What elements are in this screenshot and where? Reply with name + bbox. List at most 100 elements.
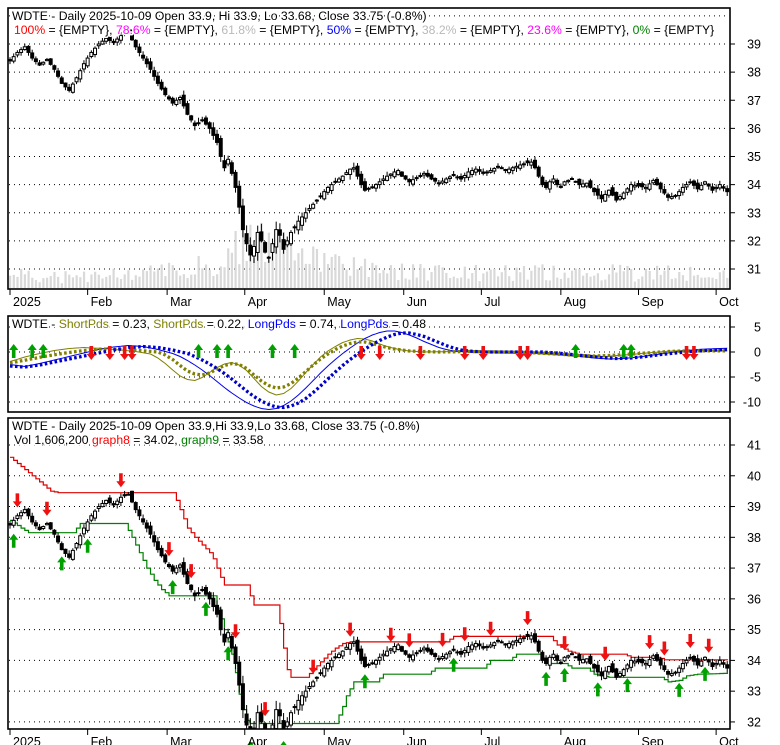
- up-signal-arrow: [168, 580, 178, 595]
- candle-body: [33, 522, 38, 527]
- candle-body: [662, 189, 667, 194]
- candle-body: [544, 181, 549, 188]
- candle-body: [595, 664, 600, 673]
- candle-body: [311, 681, 316, 687]
- volume-bar: [426, 280, 429, 288]
- candle-body: [477, 643, 482, 647]
- candle-body: [248, 244, 253, 256]
- candle-body: [52, 529, 57, 535]
- volume-bar: [197, 255, 200, 288]
- volume-bar: [411, 264, 415, 288]
- candle-body: [104, 37, 109, 42]
- candle-body: [122, 494, 127, 497]
- candle-body: [30, 515, 35, 523]
- volume-bar: [253, 258, 256, 288]
- candle-body: [473, 168, 478, 173]
- candle-body: [325, 662, 330, 670]
- candle-body: [521, 163, 526, 166]
- candle-body: [410, 654, 415, 661]
- down-signal-arrow: [164, 542, 174, 557]
- candle-body: [577, 178, 582, 186]
- candle-body: [89, 51, 94, 58]
- candle-body: [496, 165, 501, 168]
- oscillator-panel-plot-area[interactable]: [8, 316, 730, 412]
- volume-bar: [622, 271, 625, 288]
- volume-bar: [356, 269, 359, 288]
- candle-body: [337, 178, 342, 183]
- candle-body: [688, 656, 693, 659]
- up-signal-arrow: [559, 667, 570, 682]
- y-axis-label: 35: [747, 150, 761, 164]
- candle-body: [640, 183, 645, 188]
- candle-body: [562, 181, 567, 186]
- candle-body: [122, 32, 127, 35]
- candle-body: [392, 171, 397, 178]
- candle-body: [529, 161, 534, 166]
- volume-bar: [386, 273, 389, 288]
- down-signal-arrow: [116, 473, 126, 488]
- candle-body: [215, 604, 220, 615]
- volume-bar: [471, 273, 474, 288]
- candle-body: [362, 656, 367, 668]
- down-signal-arrow: [704, 638, 714, 653]
- candle-body: [603, 193, 608, 202]
- candle-body: [63, 548, 68, 554]
- price-panel-plot-area[interactable]: [8, 8, 730, 289]
- candle-body: [37, 526, 42, 531]
- volume-bar: [119, 279, 123, 288]
- candle-body: [26, 508, 31, 517]
- candle-body: [300, 216, 305, 226]
- candle-body: [303, 690, 308, 698]
- candle-body: [70, 549, 75, 560]
- candlestick-series: [8, 29, 730, 263]
- candle-body: [462, 174, 467, 179]
- candle-body: [496, 639, 501, 642]
- candle-body: [684, 659, 689, 664]
- volume-bar: [82, 271, 86, 288]
- volume-bar: [434, 265, 437, 288]
- candle-body: [22, 509, 27, 514]
- volume-bar: [533, 265, 537, 288]
- volume-bar: [212, 275, 215, 288]
- up-signal-arrow: [449, 657, 459, 672]
- y-axis-label: 38: [747, 531, 761, 545]
- candle-body: [311, 203, 316, 209]
- candle-body: [688, 181, 693, 184]
- candle-body: [569, 653, 574, 656]
- candle-body: [155, 541, 160, 551]
- candle-body: [115, 500, 120, 505]
- candle-body: [510, 641, 515, 646]
- volume-bar: [271, 248, 274, 288]
- volume-bar: [90, 274, 93, 288]
- volume-bar: [349, 275, 352, 288]
- y-axis-label: 35: [747, 623, 761, 637]
- candle-body: [388, 648, 393, 651]
- candle-body: [351, 167, 356, 170]
- volume-bar: [419, 263, 422, 288]
- candle-body: [8, 59, 12, 62]
- volume-bar: [637, 279, 640, 288]
- candlestick-series: [8, 490, 730, 729]
- down-signal-arrow: [486, 621, 496, 636]
- candle-body: [74, 77, 79, 83]
- candle-body: [403, 175, 408, 180]
- candle-body: [67, 86, 72, 91]
- up-signal-arrow: [622, 678, 632, 693]
- candle-body: [337, 653, 342, 659]
- candle-body: [584, 182, 589, 187]
- candle-body: [296, 699, 301, 711]
- candle-body: [318, 195, 323, 198]
- x-axis-label: Feb: [91, 295, 113, 309]
- volume-bar: [145, 271, 148, 288]
- candle-body: [266, 256, 271, 259]
- volume-bar: [559, 278, 563, 288]
- volume-bar: [193, 274, 197, 288]
- volume-bar: [86, 282, 89, 288]
- volume-bar: [530, 270, 533, 288]
- down-signal-arrow: [685, 633, 695, 648]
- candle-body: [133, 39, 138, 48]
- candle-body: [130, 490, 135, 503]
- volume-bar: [275, 243, 278, 288]
- candle-body: [111, 503, 116, 506]
